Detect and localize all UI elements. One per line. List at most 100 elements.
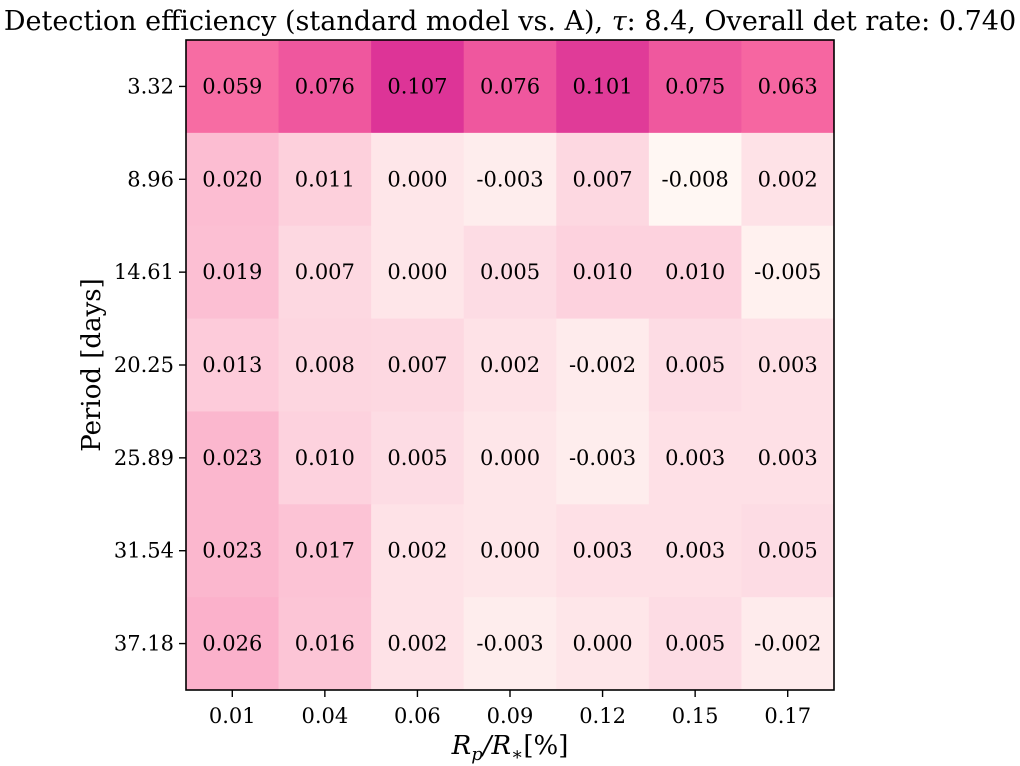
cell-value-label: 0.010 <box>295 446 355 470</box>
cell-value-label: 0.107 <box>387 74 447 98</box>
heatmap-cell-r3-c6 <box>741 318 835 412</box>
title-tau-symbol: τ <box>612 6 628 37</box>
cell-value-label: -0.002 <box>754 632 821 656</box>
cell-value-label: 0.000 <box>480 539 540 563</box>
chart-title: Detection efficiency (standard model vs.… <box>4 6 1016 37</box>
heatmap-cell-r2-c0 <box>186 225 280 320</box>
heatmap-cell-r5-c5 <box>648 504 742 598</box>
cell-value-label: 0.023 <box>202 539 262 563</box>
heatmap-cell-r5-c4 <box>556 504 650 598</box>
heatmap-cell-r3-c3 <box>463 318 557 412</box>
cell-value-label: 0.003 <box>573 539 633 563</box>
heatmap-cell-r6-c5 <box>648 597 742 691</box>
cell-value-label: 0.007 <box>573 167 633 191</box>
heatmap-cell-r2-c1 <box>278 225 372 320</box>
cell-value-label: 0.013 <box>202 353 262 377</box>
y-tick-label: 37.18 <box>114 632 174 656</box>
heatmap-cell-r0-c4 <box>556 40 650 134</box>
y-tick-label: 31.54 <box>114 539 174 563</box>
heatmap-cell-r5-c0 <box>186 504 280 598</box>
cell-value-label: -0.003 <box>476 167 543 191</box>
plot-frame <box>185 39 835 691</box>
heatmap-cell-r0-c0 <box>186 40 280 134</box>
xlabel-slash-r: /R <box>480 731 511 761</box>
heatmap-cell-r1-c0 <box>186 132 280 227</box>
cell-value-label: 0.003 <box>665 539 725 563</box>
cell-value-label: 0.063 <box>758 74 818 98</box>
x-tick-label: 0.15 <box>672 704 719 728</box>
cell-value-label: 0.000 <box>387 260 447 284</box>
heatmap-cell-r1-c3 <box>463 132 557 227</box>
cell-value-label: 0.059 <box>202 74 262 98</box>
cell-value-label: 0.002 <box>758 167 818 191</box>
heatmap-cell-r3-c2 <box>371 318 465 412</box>
cell-value-label: 0.002 <box>387 539 447 563</box>
cell-value-label: 0.008 <box>295 353 355 377</box>
y-tick-label: 3.32 <box>127 74 174 98</box>
heatmap-cell-r6-c6 <box>741 597 835 691</box>
y-axis-label: Period [days] <box>77 278 107 451</box>
heatmap-cell-r4-c6 <box>741 411 835 505</box>
cell-value-label: 0.005 <box>665 632 725 656</box>
title-suffix: : 8.4, Overall det rate: 0.740 <box>627 6 1017 37</box>
heatmap-cell-r4-c1 <box>278 411 372 505</box>
heatmap-cell-r3-c1 <box>278 318 372 412</box>
heatmap-cell-r5-c2 <box>371 504 465 598</box>
cell-value-label: 0.019 <box>202 260 262 284</box>
y-tick-label: 8.96 <box>127 167 174 191</box>
cell-value-label: 0.076 <box>480 74 540 98</box>
cell-value-label: 0.101 <box>573 74 633 98</box>
x-axis-ticks: 0.01 0.04 0.06 0.09 0.12 0.15 0.17 <box>209 690 811 728</box>
heatmap-cell-r1-c6 <box>741 132 835 227</box>
cell-value-label: 0.026 <box>202 632 262 656</box>
heatmap-cells <box>186 40 835 691</box>
x-tick-label: 0.17 <box>764 704 811 728</box>
heatmap-cell-r4-c2 <box>371 411 465 505</box>
heatmap-cell-r4-c5 <box>648 411 742 505</box>
heatmap-cell-r2-c6 <box>741 225 835 320</box>
heatmap-cell-r2-c4 <box>556 225 650 320</box>
cell-value-label: 0.002 <box>480 353 540 377</box>
cell-value-label: 0.002 <box>387 632 447 656</box>
cell-value-label: 0.020 <box>202 167 262 191</box>
x-tick-label: 0.04 <box>301 704 348 728</box>
cell-value-label: 0.005 <box>758 539 818 563</box>
cell-value-label: 0.007 <box>387 353 447 377</box>
heatmap-cell-r1-c1 <box>278 132 372 227</box>
heatmap-cell-r0-c2 <box>371 40 465 134</box>
title-prefix: Detection efficiency (standard model vs.… <box>4 6 612 37</box>
cell-value-label: 0.017 <box>295 539 355 563</box>
cell-value-label: 0.011 <box>295 167 355 191</box>
cell-value-label: -0.003 <box>569 446 636 470</box>
heatmap-cell-r0-c5 <box>648 40 742 134</box>
cell-value-label: -0.008 <box>662 167 729 191</box>
cell-value-label: 0.075 <box>665 74 725 98</box>
heatmap-cell-r6-c2 <box>371 597 465 691</box>
heatmap-cell-r2-c3 <box>463 225 557 320</box>
x-axis-label: Rp/R∗[%] <box>451 731 569 765</box>
xlabel-star-subscript: ∗ <box>511 744 523 765</box>
cell-value-label: 0.016 <box>295 632 355 656</box>
heatmap-cell-r1-c2 <box>371 132 465 227</box>
cell-value-label: 0.000 <box>480 446 540 470</box>
heatmap-cell-r4-c0 <box>186 411 280 505</box>
heatmap-cell-r5-c6 <box>741 504 835 598</box>
y-tick-label: 14.61 <box>114 260 174 284</box>
cell-value-label: 0.010 <box>573 260 633 284</box>
heatmap-cell-r6-c1 <box>278 597 372 691</box>
x-tick-label: 0.09 <box>487 704 534 728</box>
cell-value-label: 0.000 <box>387 167 447 191</box>
x-tick-label: 0.01 <box>209 704 256 728</box>
heatmap-cell-r4-c4 <box>556 411 650 505</box>
cell-value-label: -0.005 <box>754 260 821 284</box>
x-tick-label: 0.06 <box>394 704 441 728</box>
cell-value-label: 0.005 <box>480 260 540 284</box>
heatmap-cell-r2-c2 <box>371 225 465 320</box>
y-tick-label: 25.89 <box>114 446 174 470</box>
cell-value-label: 0.000 <box>573 632 633 656</box>
cell-value-label: 0.007 <box>295 260 355 284</box>
cell-value-label: 0.003 <box>758 446 818 470</box>
cell-value-label: 0.076 <box>295 74 355 98</box>
x-tick-label: 0.12 <box>579 704 626 728</box>
